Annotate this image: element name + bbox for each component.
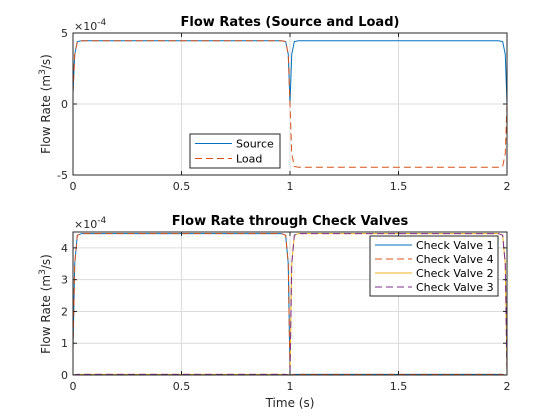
- y-axis-label-sup: 3: [38, 269, 48, 275]
- series-line-load: [73, 40, 507, 168]
- y-axis-label-base: Flow Rate (m: [39, 275, 53, 354]
- y-tick-label: 0: [61, 369, 68, 382]
- legend-label: Load: [236, 153, 262, 166]
- y-exponent-power: -4: [97, 18, 106, 28]
- subplot-check-valves: Flow Rate through Check Valves 0 0.5 1 1.5 2…: [38, 214, 511, 410]
- y-tick-label: -5: [57, 169, 68, 182]
- x-tick-label: 0: [70, 180, 77, 193]
- series-line-check-valve-3: [73, 233, 507, 376]
- y-axis-label: Flow Rate (m3/s): [38, 54, 53, 154]
- y-tick-label: 3: [61, 274, 68, 287]
- y-axis-label-base: Flow Rate (m: [39, 75, 53, 154]
- series-layer: [73, 233, 507, 376]
- y-tick-label: 4: [61, 242, 68, 255]
- subplot-title: Flow Rates (Source and Load): [181, 15, 400, 30]
- y-exponent-power: -4: [97, 216, 106, 226]
- y-tick-label: 2: [61, 305, 68, 318]
- legend-label: Check Valve 4: [416, 253, 494, 266]
- y-tick-label: 1: [61, 337, 68, 350]
- y-exponent: ×10-4: [74, 216, 106, 231]
- ticks: 0 0.5 1 1.5 2 0 1 2 3 4: [61, 232, 511, 393]
- legend-label: Check Valve 1: [416, 239, 494, 252]
- legend-label: Check Valve 2: [416, 267, 494, 280]
- x-tick-label: 1: [287, 380, 294, 393]
- x-tick-label: 0.5: [173, 380, 191, 393]
- y-axis-label: Flow Rate (m3/s): [38, 254, 53, 354]
- legend-box: [189, 133, 281, 169]
- x-tick-label: 1: [287, 180, 294, 193]
- series-layer: [73, 40, 507, 168]
- y-axis-label-tail: /s): [39, 54, 53, 69]
- subplot-flow-rates: Flow Rates (Source and Load) 0 0.5 1 1.5 2 -5…: [38, 15, 511, 193]
- subplot-title: Flow Rate through Check Valves: [172, 214, 409, 229]
- series-line-check-valve-4: [73, 233, 507, 376]
- x-tick-label: 1.5: [390, 380, 408, 393]
- x-tick-label: 0.5: [173, 180, 191, 193]
- y-tick-label: 0: [61, 98, 68, 111]
- legend: Source Load: [189, 133, 281, 169]
- x-axis-label: Time (s): [265, 396, 315, 410]
- legend-label: Source: [236, 138, 274, 151]
- y-axis-label-tail: /s): [39, 254, 53, 269]
- y-exponent-base: ×10: [74, 218, 97, 231]
- y-exponent: ×10-4: [74, 18, 106, 33]
- x-tick-label: 2: [504, 180, 511, 193]
- x-tick-label: 2: [504, 380, 511, 393]
- legend-label: Check Valve 3: [416, 281, 494, 294]
- legend-box: [369, 235, 499, 297]
- y-exponent-base: ×10: [74, 20, 97, 33]
- y-axis-label-sup: 3: [38, 69, 48, 75]
- y-tick-label: 5: [61, 27, 68, 40]
- x-tick-label: 1.5: [390, 180, 408, 193]
- x-tick-label: 0: [70, 380, 77, 393]
- ticks: 0 0.5 1 1.5 2-505: [57, 27, 510, 193]
